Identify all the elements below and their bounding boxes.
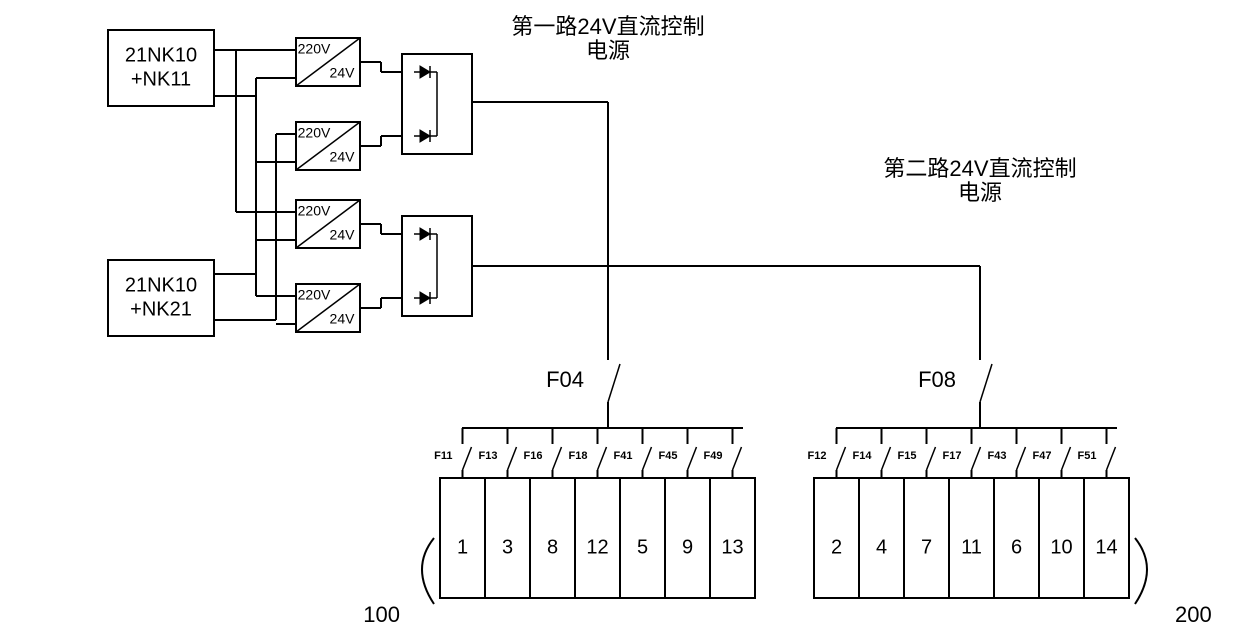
svg-text:F15: F15 — [898, 450, 917, 462]
svg-text:220V: 220V — [298, 125, 331, 141]
svg-text:F45: F45 — [659, 450, 678, 462]
svg-text:21NK10: 21NK10 — [125, 44, 197, 66]
svg-text:F13: F13 — [479, 450, 498, 462]
svg-text:220V: 220V — [298, 203, 331, 219]
svg-text:F47: F47 — [1033, 450, 1052, 462]
svg-text:9: 9 — [682, 536, 693, 558]
svg-text:F43: F43 — [988, 450, 1007, 462]
svg-text:F51: F51 — [1078, 450, 1097, 462]
svg-text:电源: 电源 — [958, 180, 1002, 205]
svg-text:+NK21: +NK21 — [130, 298, 192, 320]
svg-text:+NK11: +NK11 — [131, 68, 191, 90]
svg-text:F18: F18 — [569, 450, 588, 462]
svg-text:220V: 220V — [298, 287, 331, 303]
svg-text:7: 7 — [921, 536, 932, 558]
svg-text:220V: 220V — [298, 41, 331, 57]
svg-text:13: 13 — [721, 536, 743, 558]
svg-text:24V: 24V — [330, 227, 356, 243]
svg-text:11: 11 — [961, 536, 982, 558]
svg-text:F11: F11 — [434, 450, 452, 462]
svg-text:第二路24V直流控制: 第二路24V直流控制 — [883, 156, 1076, 181]
svg-text:3: 3 — [502, 536, 513, 558]
svg-text:200: 200 — [1175, 602, 1212, 627]
svg-text:F41: F41 — [614, 450, 633, 462]
svg-text:F12: F12 — [808, 450, 827, 462]
svg-text:21NK10: 21NK10 — [125, 274, 197, 296]
svg-text:F17: F17 — [943, 450, 962, 462]
svg-text:电源: 电源 — [586, 38, 630, 63]
svg-text:2: 2 — [831, 536, 842, 558]
svg-text:1: 1 — [457, 536, 468, 558]
svg-text:F49: F49 — [704, 450, 723, 462]
svg-text:24V: 24V — [330, 149, 356, 165]
svg-text:第一路24V直流控制: 第一路24V直流控制 — [511, 14, 704, 39]
svg-text:F04: F04 — [546, 367, 584, 392]
svg-text:24V: 24V — [330, 311, 356, 327]
svg-text:4: 4 — [876, 536, 887, 558]
svg-text:10: 10 — [1050, 536, 1072, 558]
svg-text:5: 5 — [637, 536, 648, 558]
svg-text:14: 14 — [1095, 536, 1117, 558]
svg-text:8: 8 — [547, 536, 558, 558]
svg-text:6: 6 — [1011, 536, 1022, 558]
svg-text:100: 100 — [363, 602, 400, 627]
svg-text:12: 12 — [586, 536, 608, 558]
svg-text:F16: F16 — [524, 450, 543, 462]
svg-text:24V: 24V — [330, 65, 356, 81]
svg-text:F14: F14 — [853, 450, 873, 462]
svg-text:F08: F08 — [918, 367, 956, 392]
